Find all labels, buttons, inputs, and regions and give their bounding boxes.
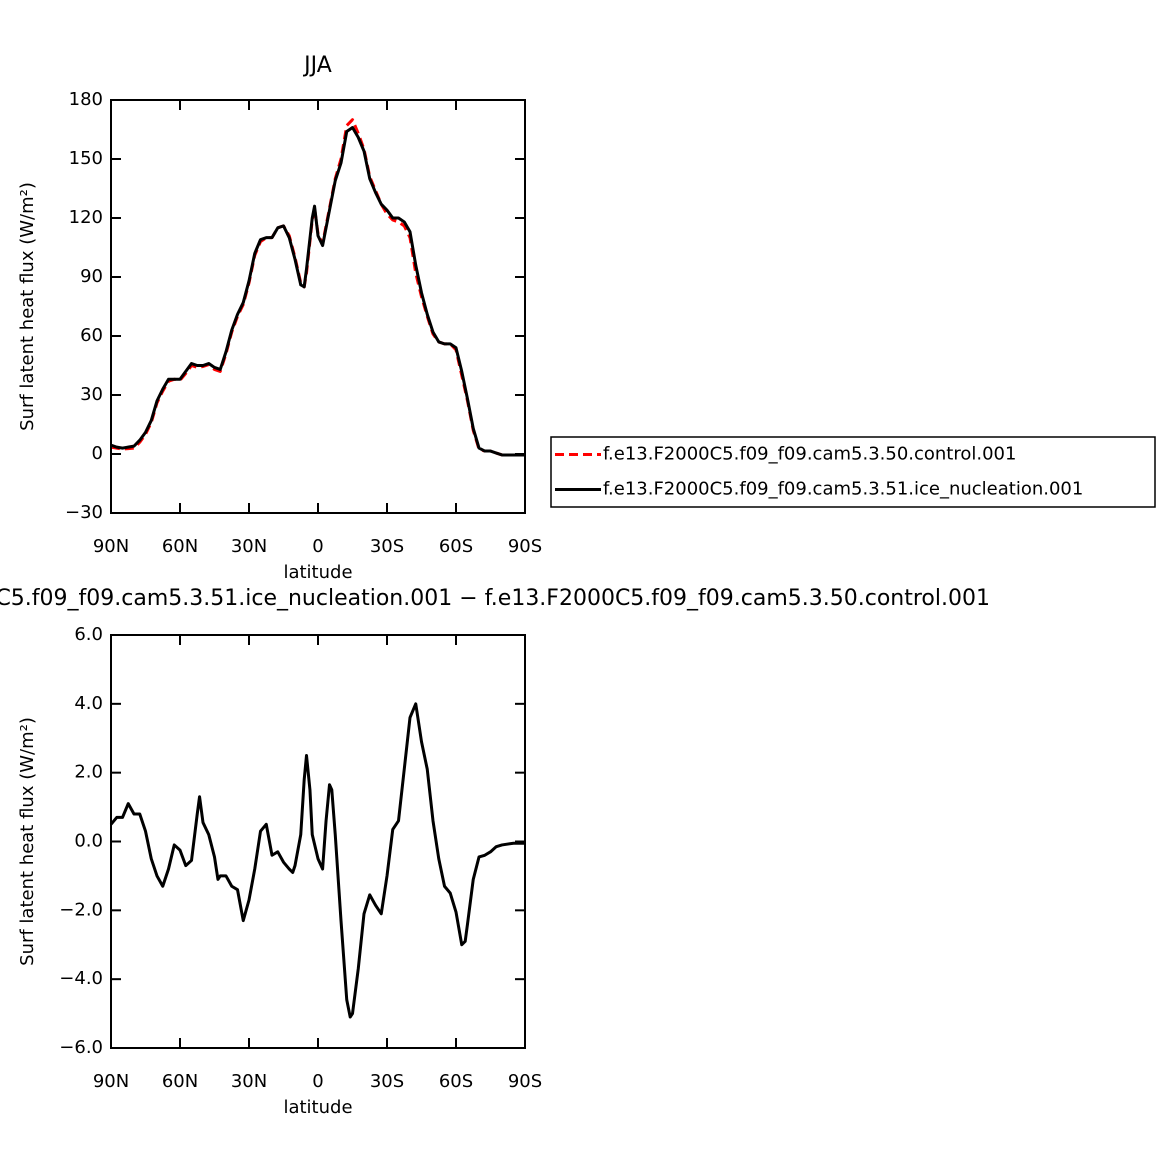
y-tick-label: 30: [80, 384, 103, 405]
chart-title: f.e13.F2000C5.f09_f09.cam5.3.51.ice_nucl…: [0, 586, 990, 611]
plot-frame: [110, 634, 526, 1049]
x-tick-label: 90N: [93, 536, 129, 557]
y-tick-label: −4.0: [59, 968, 103, 989]
y-tick-label: 4.0: [74, 693, 103, 714]
legend-box: [550, 436, 1156, 508]
x-tick-label: 60S: [439, 1071, 473, 1092]
x-tick-label: 60S: [439, 536, 473, 557]
x-tick-label: 60N: [162, 1071, 198, 1092]
plot-frame: [110, 99, 526, 514]
y-axis-label: Surf latent heat flux (W/m²): [17, 182, 38, 431]
x-axis-label: latitude: [283, 562, 352, 583]
legend-label: f.e13.F2000C5.f09_f09.cam5.3.50.control.…: [603, 444, 1016, 465]
y-tick-label: 120: [69, 207, 103, 228]
y-tick-label: −30: [65, 502, 103, 523]
y-axis-label: Surf latent heat flux (W/m²): [17, 717, 38, 966]
legend-label: f.e13.F2000C5.f09_f09.cam5.3.51.ice_nucl…: [603, 479, 1083, 500]
data-line: [110, 126, 525, 457]
data-line: [109, 702, 525, 1019]
y-tick-label: 150: [69, 148, 103, 169]
y-tick-label: 0.0: [74, 831, 103, 852]
y-tick-label: −2.0: [59, 899, 103, 920]
x-tick-label: 0: [312, 1071, 323, 1092]
x-tick-label: 30S: [370, 536, 404, 557]
y-tick-label: 0: [92, 443, 103, 464]
chart-title: JJA: [302, 53, 332, 78]
y-tick-label: 90: [80, 266, 103, 287]
x-axis-label: latitude: [283, 1097, 352, 1118]
x-tick-label: 90S: [508, 1071, 542, 1092]
y-tick-label: 180: [69, 89, 103, 110]
x-tick-label: 30S: [370, 1071, 404, 1092]
x-tick-label: 0: [312, 536, 323, 557]
x-tick-label: 90S: [508, 536, 542, 557]
x-tick-label: 30N: [231, 1071, 267, 1092]
y-tick-label: 60: [80, 325, 103, 346]
x-tick-label: 60N: [162, 536, 198, 557]
x-tick-label: 90N: [93, 1071, 129, 1092]
y-tick-label: −6.0: [59, 1037, 103, 1058]
x-tick-label: 30N: [231, 536, 267, 557]
y-tick-label: 2.0: [74, 762, 103, 783]
data-line: [110, 118, 525, 457]
y-tick-label: 6.0: [74, 624, 103, 645]
